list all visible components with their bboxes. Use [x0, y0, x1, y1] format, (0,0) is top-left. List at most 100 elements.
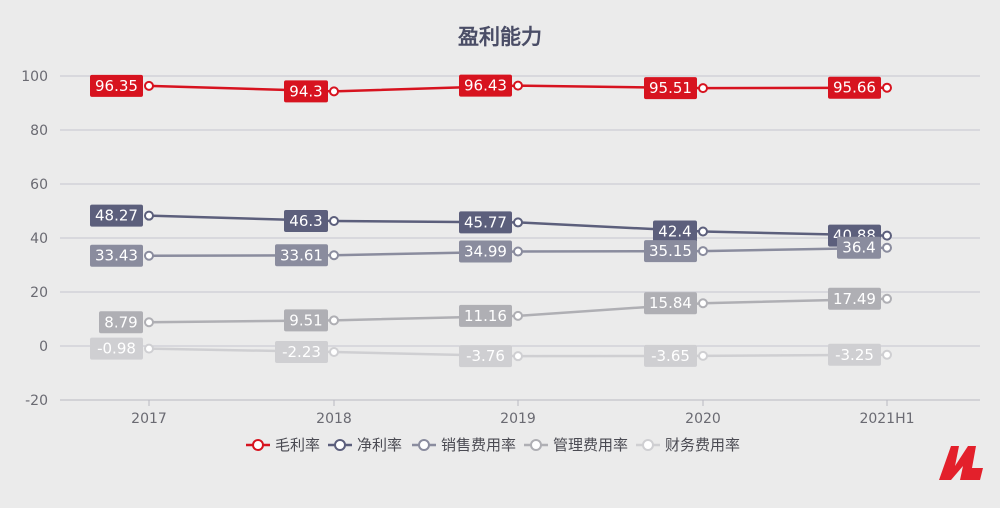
data-point — [144, 210, 154, 221]
data-point — [882, 82, 892, 93]
data-label: 17.49 — [828, 287, 881, 310]
data-point — [513, 351, 523, 362]
data-label-box — [90, 244, 143, 267]
data-label: 48.27 — [90, 204, 143, 227]
data-label: 33.43 — [90, 244, 143, 267]
data-label-text: 46.3 — [289, 212, 322, 230]
data-label-box — [459, 345, 512, 368]
data-point — [882, 293, 892, 304]
data-point — [329, 215, 339, 226]
logo-mark — [939, 446, 983, 480]
data-label-text: -3.25 — [835, 346, 874, 364]
data-label-text: 48.27 — [95, 207, 138, 225]
data-label-box — [644, 77, 697, 100]
legend-marker — [334, 439, 346, 451]
legend-item[interactable]: 销售费用率 — [412, 436, 516, 454]
data-point — [144, 80, 154, 91]
data-point — [513, 310, 523, 321]
data-label-text: 95.66 — [833, 79, 876, 97]
y-tick-label: -20 — [25, 393, 48, 409]
legend-marker — [418, 439, 430, 451]
series-3: 8.79 9.51 11.16 15.84 17.49 — [99, 287, 892, 334]
data-label-text: 96.35 — [95, 77, 138, 95]
data-label-text: 33.61 — [280, 246, 323, 264]
data-label-text: 17.49 — [833, 290, 876, 308]
legend-item[interactable]: 管理费用率 — [524, 436, 628, 454]
data-label-text: 35.15 — [649, 242, 692, 260]
data-label: -3.65 — [644, 344, 697, 367]
legend-marker — [642, 439, 654, 451]
data-label-box — [284, 80, 328, 103]
data-label: -0.98 — [90, 337, 143, 360]
x-axis: 2017 2018 2019 2020 2021H1 — [131, 400, 915, 427]
data-label-text: -0.98 — [97, 340, 136, 358]
legend-label: 销售费用率 — [441, 436, 516, 454]
data-point — [698, 298, 708, 309]
data-point — [513, 246, 523, 257]
data-point — [698, 226, 708, 237]
data-label-box — [90, 74, 143, 97]
data-point — [144, 250, 154, 261]
data-label-box — [459, 211, 512, 234]
data-label-box — [90, 204, 143, 227]
data-point — [698, 246, 708, 257]
chart-title: 盈利能力 — [457, 25, 542, 49]
brand-logo — [939, 446, 983, 480]
legend-item[interactable]: 毛利率 — [246, 436, 320, 454]
data-point — [329, 347, 339, 358]
data-label-text: -3.65 — [651, 347, 690, 365]
data-label-box — [284, 209, 328, 232]
x-tick-label: 2019 — [500, 411, 536, 427]
legend-label: 管理费用率 — [553, 436, 628, 454]
y-axis: -20 0 20 40 60 80 100 — [21, 69, 48, 409]
y-tick-label: 20 — [30, 285, 48, 301]
data-label-text: -3.76 — [466, 347, 505, 365]
data-point — [144, 343, 154, 354]
data-label-text: 94.3 — [289, 82, 322, 100]
data-point — [698, 83, 708, 94]
y-tick-label: 100 — [21, 69, 48, 85]
data-label-text: 96.43 — [464, 77, 507, 95]
data-label: -2.23 — [275, 341, 328, 364]
data-label-box — [828, 287, 881, 310]
series-2: 33.43 33.61 34.99 35.15 36.4 — [90, 236, 892, 267]
data-label: 33.61 — [275, 244, 328, 267]
data-label: 34.99 — [459, 240, 512, 263]
data-label: 95.51 — [644, 77, 697, 100]
data-label-text: 45.77 — [464, 213, 507, 231]
data-label: 8.79 — [99, 311, 143, 334]
data-label-box — [828, 343, 881, 366]
data-point — [882, 230, 892, 241]
data-label-box — [828, 76, 881, 99]
data-label: 46.3 — [284, 209, 328, 232]
data-label-box — [275, 244, 328, 267]
y-tick-label: 0 — [39, 339, 48, 355]
data-label-text: 8.79 — [104, 313, 137, 331]
x-tick-label: 2020 — [685, 411, 721, 427]
legend-item[interactable]: 财务费用率 — [636, 436, 740, 454]
series-layer: 96.35 94.3 96.43 95.51 95.66 48.27 46.3 45.77 42… — [90, 74, 892, 368]
data-label: 36.4 — [837, 236, 881, 259]
data-label-text: 36.4 — [842, 239, 875, 257]
y-tick-label: 60 — [30, 177, 48, 193]
data-point — [329, 315, 339, 326]
y-tick-label: 40 — [30, 231, 48, 247]
data-label-box — [459, 240, 512, 263]
data-label: 96.43 — [459, 74, 512, 97]
data-label-box — [459, 74, 512, 97]
data-label-box — [459, 304, 512, 327]
data-label-text: 11.16 — [464, 307, 507, 325]
data-label: 42.4 — [653, 220, 697, 243]
legend-item[interactable]: 净利率 — [328, 436, 402, 454]
legend-marker — [252, 439, 264, 451]
data-label-box — [275, 341, 328, 364]
data-label-text: 95.51 — [649, 79, 692, 97]
data-label: 94.3 — [284, 80, 328, 103]
data-point — [882, 349, 892, 360]
data-label: 35.15 — [644, 240, 697, 263]
data-label-box — [99, 311, 143, 334]
legend[interactable]: 毛利率 净利率 销售费用率 管理费用率 财务费用率 — [246, 436, 740, 454]
data-label-box — [644, 292, 697, 315]
